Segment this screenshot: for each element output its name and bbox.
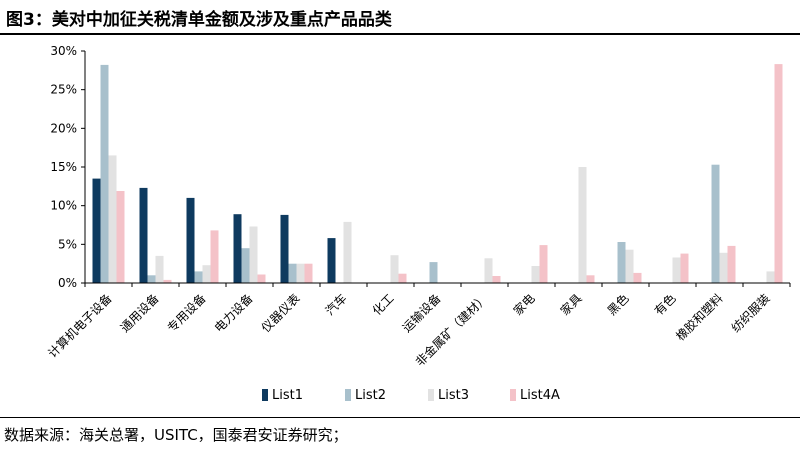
x-category-label: 通用设备 bbox=[118, 291, 162, 335]
bar-list4a-11 bbox=[633, 272, 642, 283]
y-tick-label: 15% bbox=[50, 160, 77, 174]
bar-list1-2 bbox=[186, 197, 195, 283]
bar-list3-9 bbox=[531, 266, 540, 283]
y-tick-label: 30% bbox=[50, 44, 77, 58]
bar-list1-5 bbox=[327, 238, 336, 283]
bar-list3-10 bbox=[578, 167, 587, 283]
x-axis: 计算机电子设备 通用设备 专用设备 电力设备 仪器仪表 汽车 化工 运输设备非金属矿（建材）家… bbox=[45, 282, 791, 369]
x-category-label: 橡胶和塑料 bbox=[673, 291, 726, 344]
bars-group bbox=[92, 64, 783, 284]
source-note: 数据来源：海关总署，USITC，国泰君安证券研究； bbox=[4, 426, 348, 444]
title-rule bbox=[0, 33, 800, 35]
x-category-label: 专用设备 bbox=[164, 291, 209, 336]
bar-list3-12 bbox=[672, 257, 681, 283]
legend-swatch-list2 bbox=[345, 389, 351, 401]
bar-list2-7 bbox=[429, 262, 438, 283]
x-category-label: 汽车 bbox=[322, 291, 350, 319]
legend: List1 List2 List3 List4A bbox=[262, 388, 560, 403]
x-category-label: 计算机电子设备 bbox=[45, 291, 115, 361]
bar-list3-8 bbox=[484, 258, 493, 283]
bar-list3-5 bbox=[343, 221, 352, 283]
bar-list3-3 bbox=[249, 226, 258, 283]
bar-list2-13 bbox=[711, 164, 720, 283]
x-category-label: 有色 bbox=[652, 291, 679, 318]
bar-list2-3 bbox=[241, 248, 250, 283]
x-category-label: 纺织服装 bbox=[729, 291, 773, 335]
bar-list4a-9 bbox=[539, 245, 548, 283]
y-axis: 0% 5% 10% 15% 20% 25% 30% bbox=[50, 44, 86, 290]
legend-swatch-list1 bbox=[262, 389, 268, 401]
y-tick-label: 10% bbox=[50, 199, 77, 213]
bar-list2-1 bbox=[147, 275, 156, 283]
x-category-label: 家电 bbox=[510, 291, 538, 319]
x-category-label: 运输设备 bbox=[399, 291, 444, 336]
bar-list4a-13 bbox=[727, 245, 736, 283]
bar-list4a-1 bbox=[163, 279, 172, 283]
bar-list2-0 bbox=[100, 64, 109, 284]
bar-list3-11 bbox=[625, 249, 634, 283]
y-tick-label: 5% bbox=[58, 237, 77, 251]
x-category-label: 仪器仪表 bbox=[259, 291, 303, 335]
legend-swatch-list3 bbox=[428, 389, 434, 401]
y-tick-label: 20% bbox=[50, 121, 77, 135]
bar-list4a-12 bbox=[680, 253, 689, 283]
x-category-label: 电力设备 bbox=[212, 291, 256, 335]
bar-list3-0 bbox=[108, 155, 117, 283]
bar-list3-14 bbox=[766, 271, 775, 283]
chart-title: 图3：美对中加征关税清单金额及涉及重点产品品类 bbox=[6, 10, 392, 30]
bar-list4a-2 bbox=[210, 230, 219, 283]
bar-list4a-14 bbox=[774, 64, 783, 283]
legend-label-list4a: List4A bbox=[520, 388, 560, 403]
bar-list4a-0 bbox=[116, 191, 125, 283]
bar-list4a-8 bbox=[492, 276, 501, 283]
legend-label-list2: List2 bbox=[355, 388, 386, 403]
bar-list4a-4 bbox=[304, 263, 313, 283]
x-category-label: 家具 bbox=[557, 291, 585, 319]
bar-list1-0 bbox=[92, 178, 101, 283]
bar-list1-1 bbox=[139, 187, 148, 283]
bar-list3-13 bbox=[719, 252, 728, 283]
x-category-label: 化工 bbox=[370, 291, 397, 318]
bar-list3-2 bbox=[202, 265, 211, 283]
bar-list4a-6 bbox=[398, 273, 407, 283]
bar-list4a-3 bbox=[257, 274, 266, 283]
bar-list3-1 bbox=[155, 255, 164, 283]
y-tick-label: 0% bbox=[58, 276, 77, 290]
legend-label-list3: List3 bbox=[438, 388, 469, 403]
bar-list1-3 bbox=[233, 214, 242, 283]
x-category-label: 黑色 bbox=[605, 291, 632, 318]
bar-list4a-10 bbox=[586, 275, 595, 283]
legend-label-list1: List1 bbox=[272, 388, 303, 403]
legend-swatch-list4a bbox=[510, 389, 516, 401]
bar-list3-6 bbox=[390, 255, 399, 283]
bar-list2-11 bbox=[617, 242, 626, 283]
y-tick-label: 25% bbox=[50, 83, 77, 97]
bar-list1-4 bbox=[280, 214, 289, 283]
bar-list3-4 bbox=[296, 263, 305, 283]
bar-list2-4 bbox=[288, 263, 297, 283]
bar-list2-2 bbox=[194, 271, 203, 283]
source-rule bbox=[0, 417, 800, 418]
